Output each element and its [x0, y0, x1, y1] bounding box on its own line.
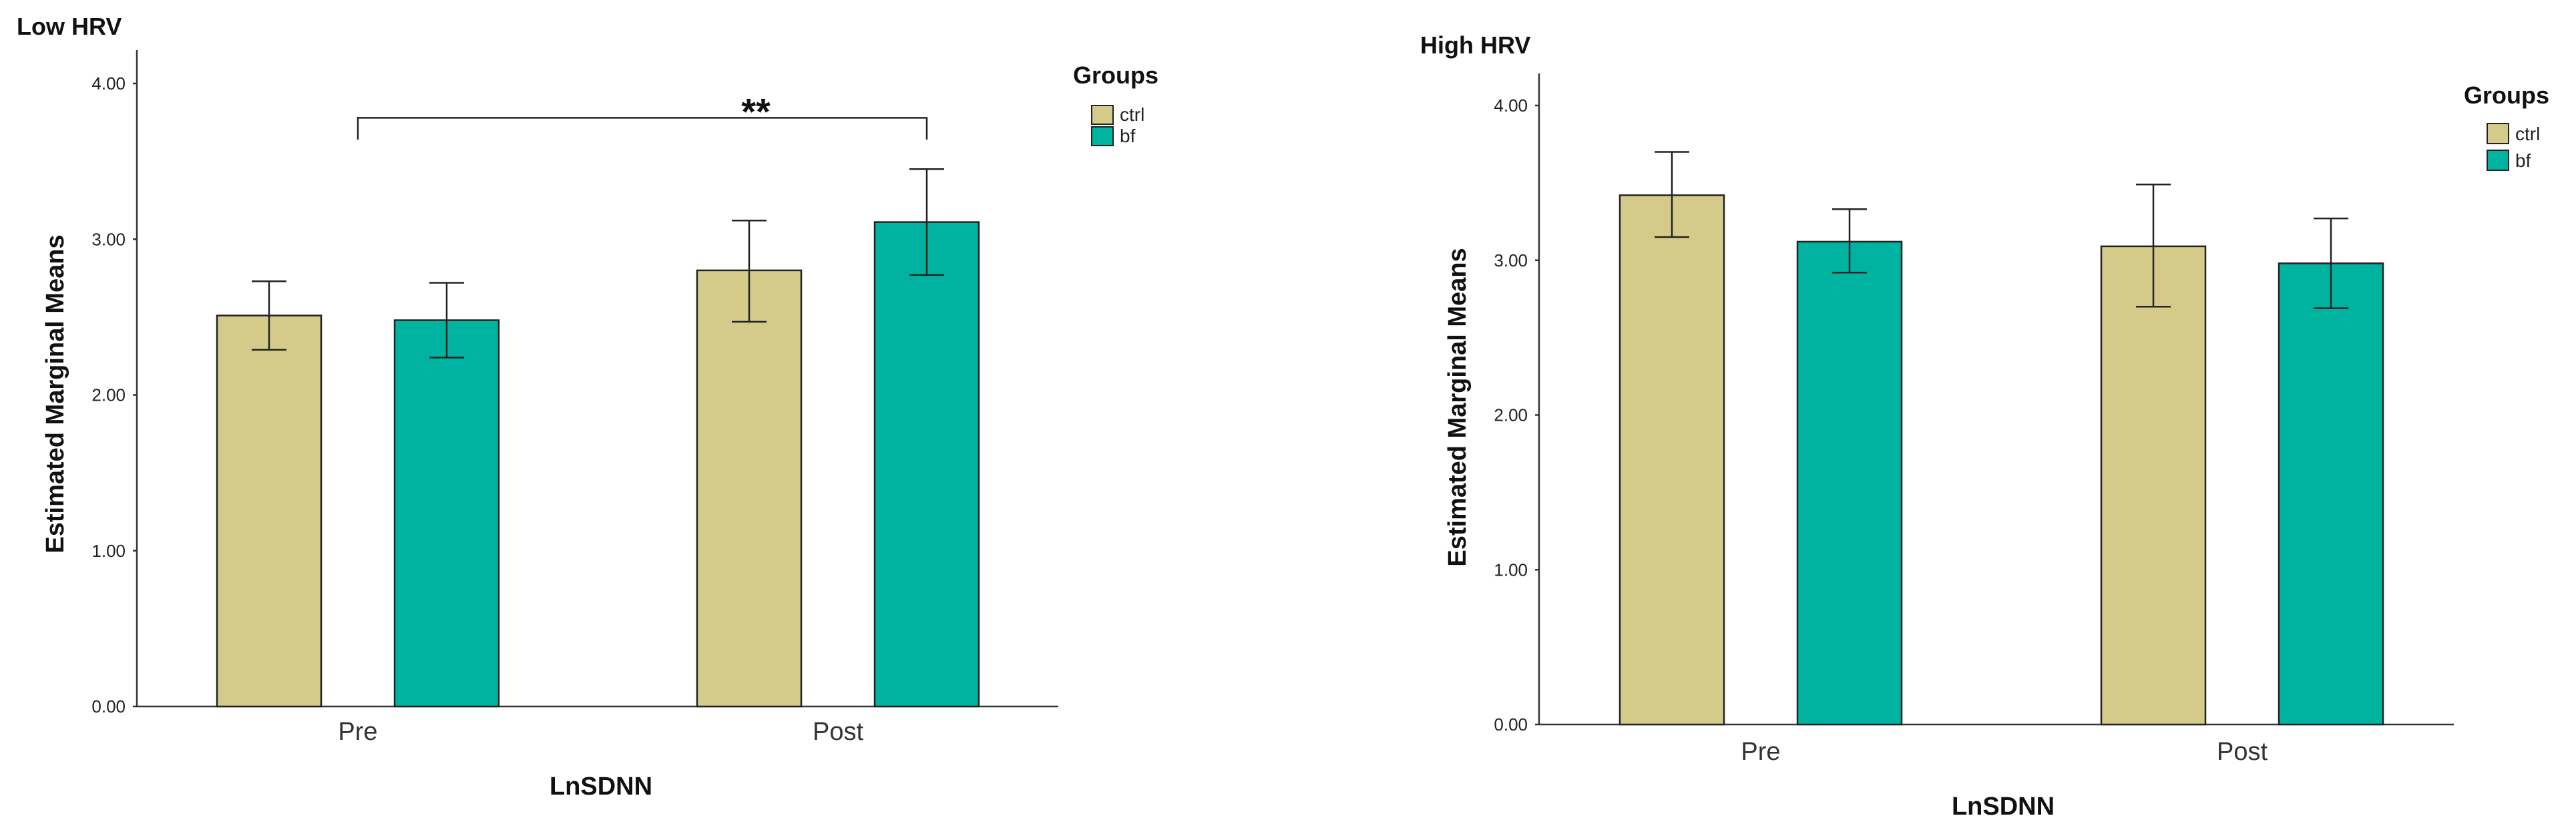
- legend-label-bf: bf: [1120, 126, 1136, 146]
- y-tick-label: 3.00: [1494, 250, 1528, 270]
- chart-panel-2: High HRV 0.00 1.00 2.00 3.00 4.00 Estimated Ma…: [1420, 31, 2549, 821]
- legend-title: Groups: [2464, 81, 2549, 109]
- chart-panel-1: Low HRV 0.00 1.00 2.00 3.00 4.00 Estimated Mar…: [17, 13, 1158, 801]
- panel-title: High HRV: [1420, 31, 1530, 59]
- x-category-label: Post: [2217, 738, 2268, 766]
- bar-ctrl-post: [2100, 245, 2207, 726]
- bar-ctrl-pre: [1619, 194, 1725, 726]
- legend-swatch-ctrl: [1091, 105, 1114, 125]
- legend: Groups ctrl bf: [2464, 81, 2549, 171]
- legend-swatch-bf: [2487, 150, 2509, 171]
- panel-title: Low HRV: [17, 13, 122, 40]
- legend-swatch-ctrl: [2487, 123, 2509, 144]
- bar-bf-pre: [1796, 240, 1903, 726]
- bar-ctrl-pre: [216, 315, 323, 708]
- y-tick-label: 4.00: [1494, 95, 1528, 116]
- legend-label-ctrl: ctrl: [2515, 124, 2540, 144]
- y-tick-label: 1.00: [91, 541, 126, 561]
- x-category-label: Pre: [338, 718, 377, 746]
- bar-bf-post: [2278, 262, 2384, 726]
- x-axis-title: LnSDNN: [1952, 793, 2055, 821]
- y-axis-title: Estimated Marginal Means: [1444, 248, 1472, 566]
- x-category-label: Post: [813, 718, 863, 746]
- significance-bracket: [357, 117, 928, 140]
- y-tick-label: 2.00: [91, 385, 126, 405]
- y-axis-title: Estimated Marginal Means: [41, 234, 69, 553]
- bar-ctrl-post: [696, 269, 803, 708]
- y-tick-label: 1.00: [1494, 560, 1528, 580]
- x-category-label: Pre: [1741, 738, 1780, 766]
- significance-marker: **: [741, 90, 771, 132]
- bar-bf-post: [873, 221, 980, 708]
- legend-label-bf: bf: [2515, 150, 2531, 171]
- x-axis-title: LnSDNN: [550, 773, 652, 801]
- bar-bf-pre: [393, 319, 500, 708]
- legend-title: Groups: [1073, 61, 1158, 89]
- y-tick-label: 3.00: [91, 229, 126, 249]
- y-tick-label: 4.00: [91, 73, 126, 93]
- y-tick-label: 0.00: [1494, 714, 1528, 735]
- legend-label-ctrl: ctrl: [1120, 104, 1144, 125]
- y-tick-label: 0.00: [91, 696, 126, 716]
- y-tick-label: 2.00: [1494, 405, 1528, 425]
- legend-swatch-bf: [1091, 126, 1114, 146]
